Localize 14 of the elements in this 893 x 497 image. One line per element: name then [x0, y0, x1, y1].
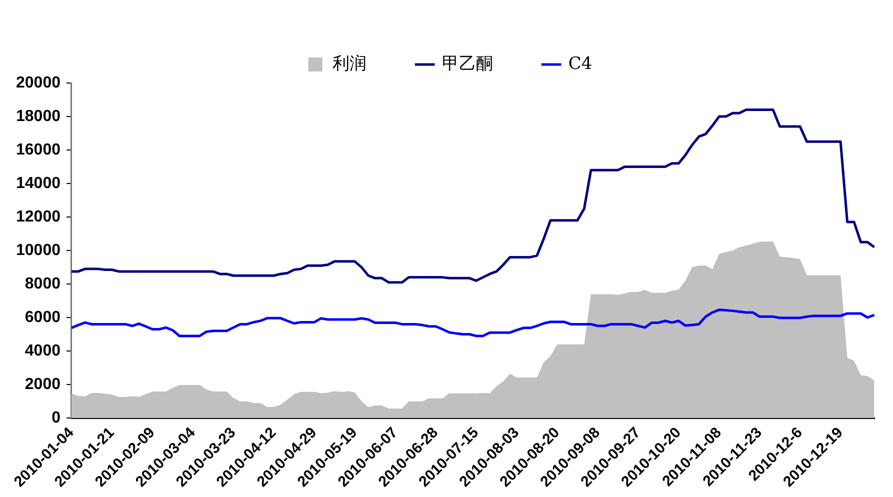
y-tick-label: 0 — [52, 409, 61, 426]
y-tick-label: 14000 — [16, 174, 61, 192]
y-tick-label: 2000 — [24, 376, 61, 393]
y-tick-label: 16000 — [16, 141, 61, 158]
legend-label: 利润 — [332, 54, 366, 74]
y-tick-label: 10000 — [16, 242, 61, 259]
legend-label: 甲乙酮 — [442, 54, 493, 74]
y-tick-label: 6000 — [24, 308, 61, 326]
y-tick-label: 18000 — [16, 108, 61, 125]
y-tick-label: 8000 — [24, 275, 61, 292]
y-tick-label: 4000 — [24, 342, 61, 360]
legend-label: C4 — [568, 54, 592, 74]
y-tick-label: 12000 — [16, 208, 61, 226]
y-tick-label: 20000 — [16, 74, 61, 92]
